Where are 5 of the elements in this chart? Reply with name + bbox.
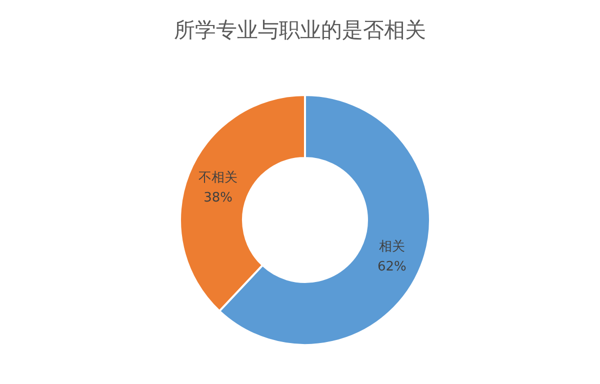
data-label: 38% xyxy=(204,190,233,206)
data-label: 62% xyxy=(377,259,406,274)
slice-label: 相关 xyxy=(378,239,405,254)
slice-label: 不相关 xyxy=(198,170,238,186)
chart-title: 所学专业与职业的是否相关 xyxy=(173,17,427,44)
